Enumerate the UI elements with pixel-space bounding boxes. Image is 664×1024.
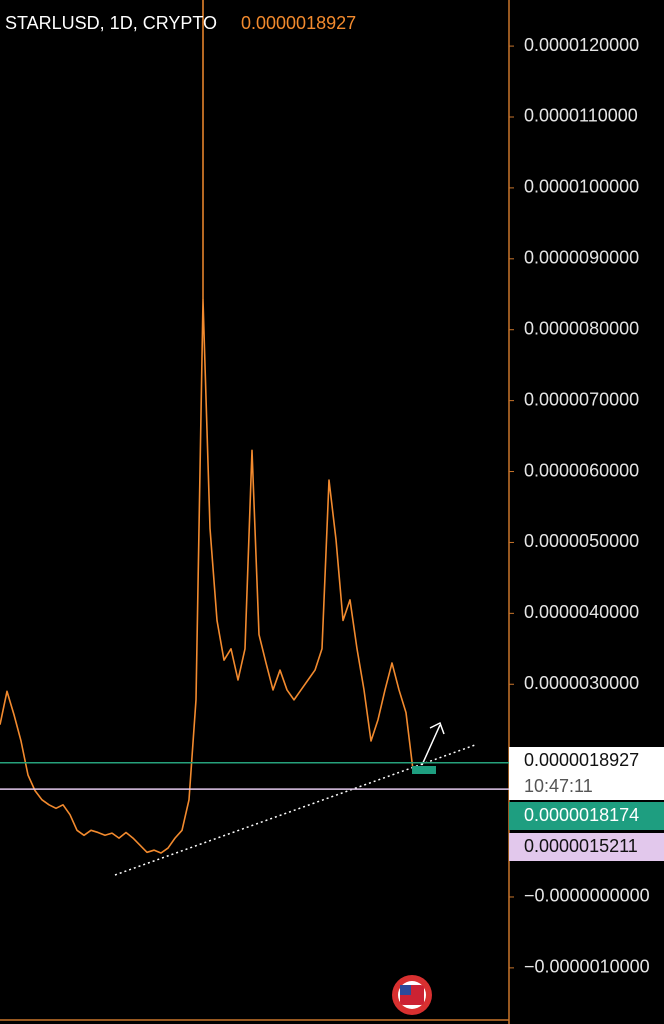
last-price: 0.0000018927 [241,13,356,33]
trend-line [114,744,476,876]
y-tick-label: 0.0000110000 [524,106,638,126]
y-tick-label: 0.0000120000 [524,35,639,55]
y-tick-label: 0.0000090000 [524,248,639,268]
price-label: 0.0000018927 [524,750,639,770]
y-tick-label: −0.0000010000 [524,957,650,977]
price-label-box [509,802,664,830]
price-label: 0.0000018174 [524,805,639,825]
chart-title: STARLUSD, 1D, CRYPTO [5,13,217,33]
y-tick-label: 0.0000100000 [524,177,639,197]
price-label-box [509,747,664,800]
y-tick-label: 0.0000050000 [524,531,639,551]
y-tick-label: 0.0000060000 [524,460,639,480]
price-time: 10:47:11 [524,776,593,796]
y-tick-label: −0.0000000000 [524,886,650,906]
price-label: 0.0000015211 [524,836,638,856]
price-line [0,299,414,854]
y-tick-label: 0.0000030000 [524,673,639,693]
flag-icon [392,975,432,1015]
y-tick-label: 0.0000070000 [524,389,639,409]
y-tick-label: 0.0000080000 [524,318,639,338]
y-tick-label: 0.0000040000 [524,602,639,622]
price-label-box [509,833,664,861]
marker-box [412,766,436,774]
plot-area [0,299,414,854]
arrow [421,721,445,766]
